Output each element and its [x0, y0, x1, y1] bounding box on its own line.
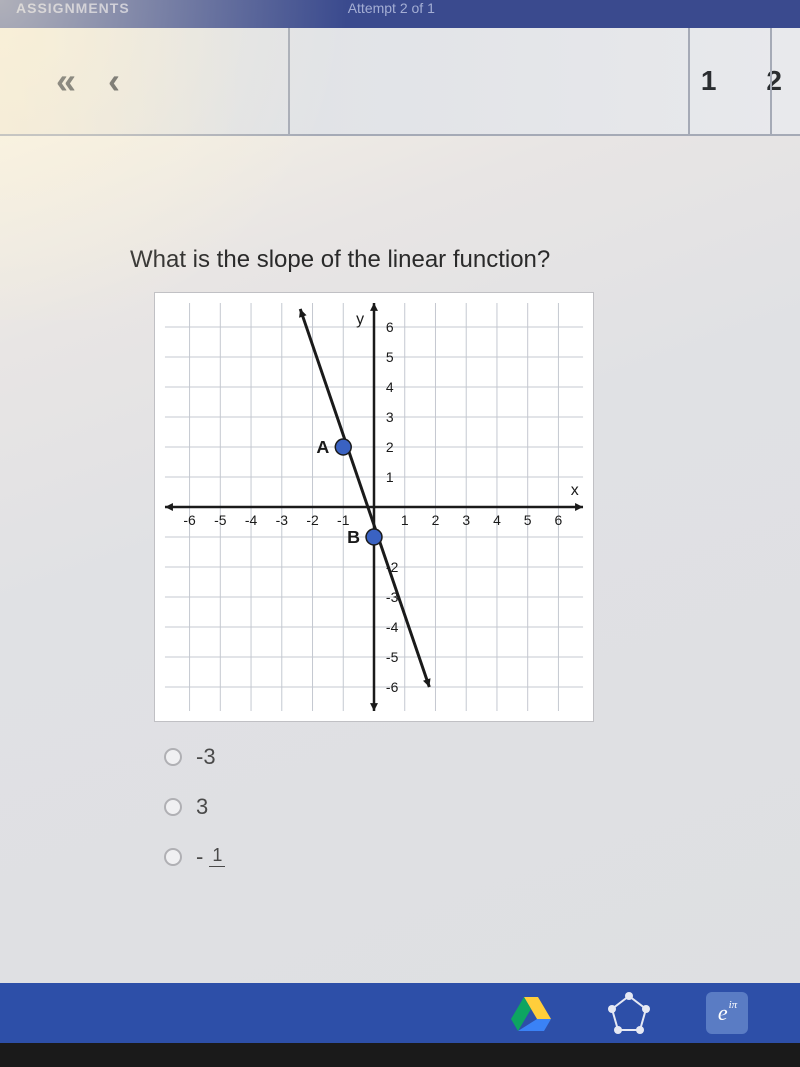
tab-header: ASSIGNMENTS Attempt 2 of 1: [0, 0, 800, 28]
question-text: What is the slope of the linear function…: [130, 246, 740, 274]
nav-divider: [688, 28, 690, 136]
svg-text:6: 6: [386, 319, 394, 335]
svg-text:-6: -6: [386, 679, 399, 695]
svg-text:4: 4: [493, 512, 501, 528]
svg-text:2: 2: [386, 439, 394, 455]
linear-function-chart: -6-5-4-3-2-1123456-6-5-4-3-2123456xyAB: [155, 293, 593, 721]
nav-divider: [770, 28, 772, 136]
drive-icon[interactable]: [510, 992, 552, 1034]
svg-text:B: B: [347, 527, 360, 547]
answer-option[interactable]: - 1: [164, 844, 740, 870]
page-1-link[interactable]: 1: [701, 65, 717, 97]
svg-text:A: A: [316, 437, 329, 457]
answer-option[interactable]: 3: [164, 794, 740, 820]
assignments-tab[interactable]: ASSIGNMENTS: [0, 0, 130, 16]
attempt-label: Attempt 2 of 1: [348, 0, 435, 16]
radio-icon[interactable]: [164, 848, 182, 866]
svg-text:-4: -4: [386, 619, 399, 635]
svg-text:4: 4: [386, 379, 394, 395]
svg-text:-6: -6: [183, 512, 196, 528]
svg-text:-5: -5: [386, 649, 399, 665]
answer-label: - 1: [196, 844, 225, 870]
svg-text:-2: -2: [306, 512, 319, 528]
geogebra-icon[interactable]: [608, 992, 650, 1034]
radio-icon[interactable]: [164, 748, 182, 766]
svg-text:x: x: [571, 482, 579, 499]
eix-icon[interactable]: e iπ: [706, 992, 748, 1034]
taskbar: e iπ: [0, 983, 800, 1043]
nav-divider: [288, 28, 290, 136]
bottom-strip: [0, 1043, 800, 1067]
graph-container: -6-5-4-3-2-1123456-6-5-4-3-2123456xyAB: [154, 292, 594, 722]
svg-text:3: 3: [386, 409, 394, 425]
back-button[interactable]: ‹: [108, 60, 120, 102]
nav-bar: « ‹ 1 2: [0, 28, 800, 136]
svg-text:-3: -3: [276, 512, 289, 528]
svg-text:1: 1: [401, 512, 409, 528]
svg-text:1: 1: [386, 469, 394, 485]
svg-text:5: 5: [524, 512, 532, 528]
answer-label: -3: [196, 744, 216, 770]
page-2-link[interactable]: 2: [766, 65, 782, 97]
svg-text:-4: -4: [245, 512, 258, 528]
answer-list: -3 3 - 1: [164, 744, 740, 870]
svg-text:-1: -1: [337, 512, 350, 528]
radio-icon[interactable]: [164, 798, 182, 816]
svg-text:y: y: [356, 311, 364, 328]
answer-label: 3: [196, 794, 208, 820]
content-area: What is the slope of the linear function…: [0, 136, 800, 1036]
answer-option[interactable]: -3: [164, 744, 740, 770]
svg-text:6: 6: [555, 512, 563, 528]
first-button[interactable]: «: [56, 60, 76, 102]
svg-text:2: 2: [432, 512, 440, 528]
svg-text:3: 3: [462, 512, 470, 528]
svg-text:-5: -5: [214, 512, 227, 528]
svg-text:5: 5: [386, 349, 394, 365]
